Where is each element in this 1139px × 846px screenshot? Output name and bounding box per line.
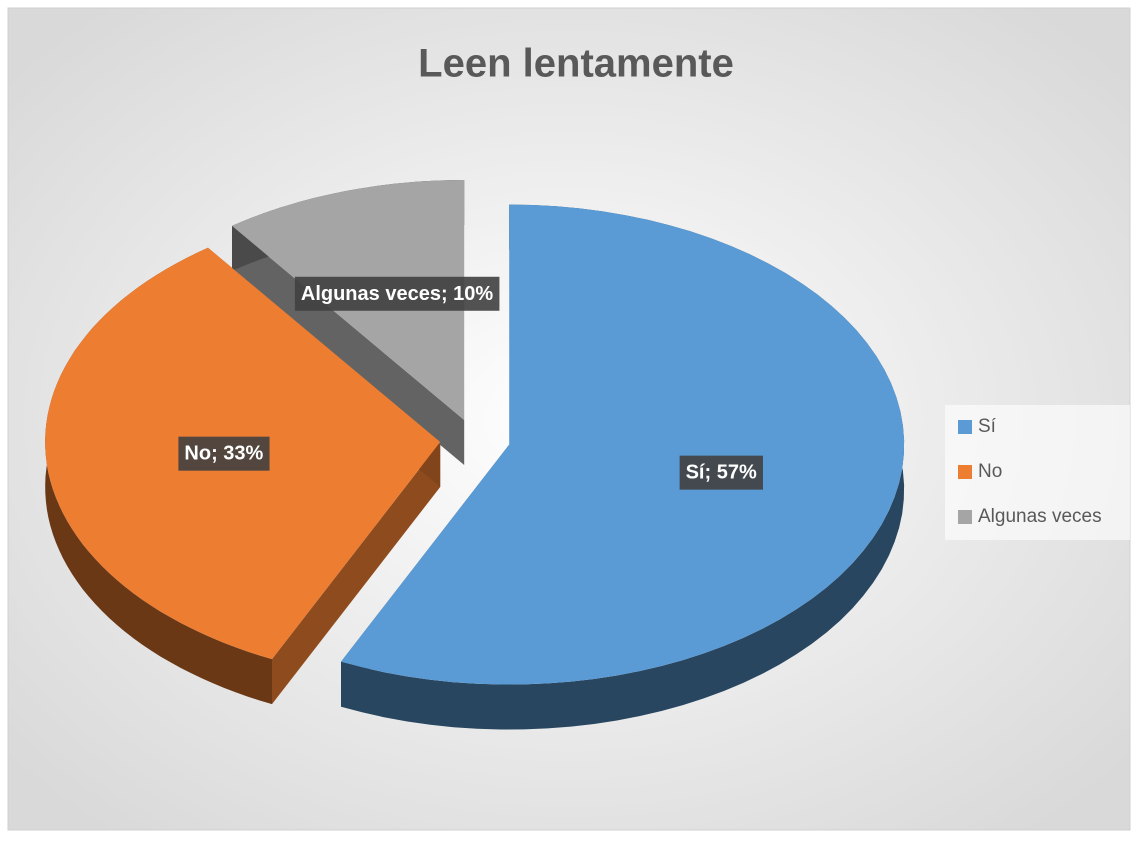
legend-label: Algunas veces [978, 506, 1102, 527]
slice-side [341, 204, 905, 730]
legend: Sí No Algunas veces [958, 416, 1102, 527]
data-label: Algunas veces; 10% [301, 283, 494, 305]
legend-label: No [978, 461, 1002, 482]
chart-title: Leen lentamente [418, 42, 734, 86]
slice-wall [232, 225, 465, 465]
data-label-box [294, 276, 500, 311]
legend-swatch [958, 420, 972, 434]
data-label-box [679, 455, 763, 490]
data-label: Sí; 57% [686, 462, 757, 484]
data-labels: Sí; 57% No; 33% Algunas veces; 10% [178, 276, 763, 490]
slice-wall [272, 442, 441, 705]
data-label: No; 33% [184, 443, 263, 465]
legend-label: Sí [978, 416, 997, 437]
slice [341, 204, 905, 685]
data-label-box [178, 436, 270, 471]
legend-swatch [958, 510, 972, 524]
legend-box [945, 405, 1130, 540]
pie [45, 180, 905, 730]
legend-swatch [958, 465, 972, 479]
